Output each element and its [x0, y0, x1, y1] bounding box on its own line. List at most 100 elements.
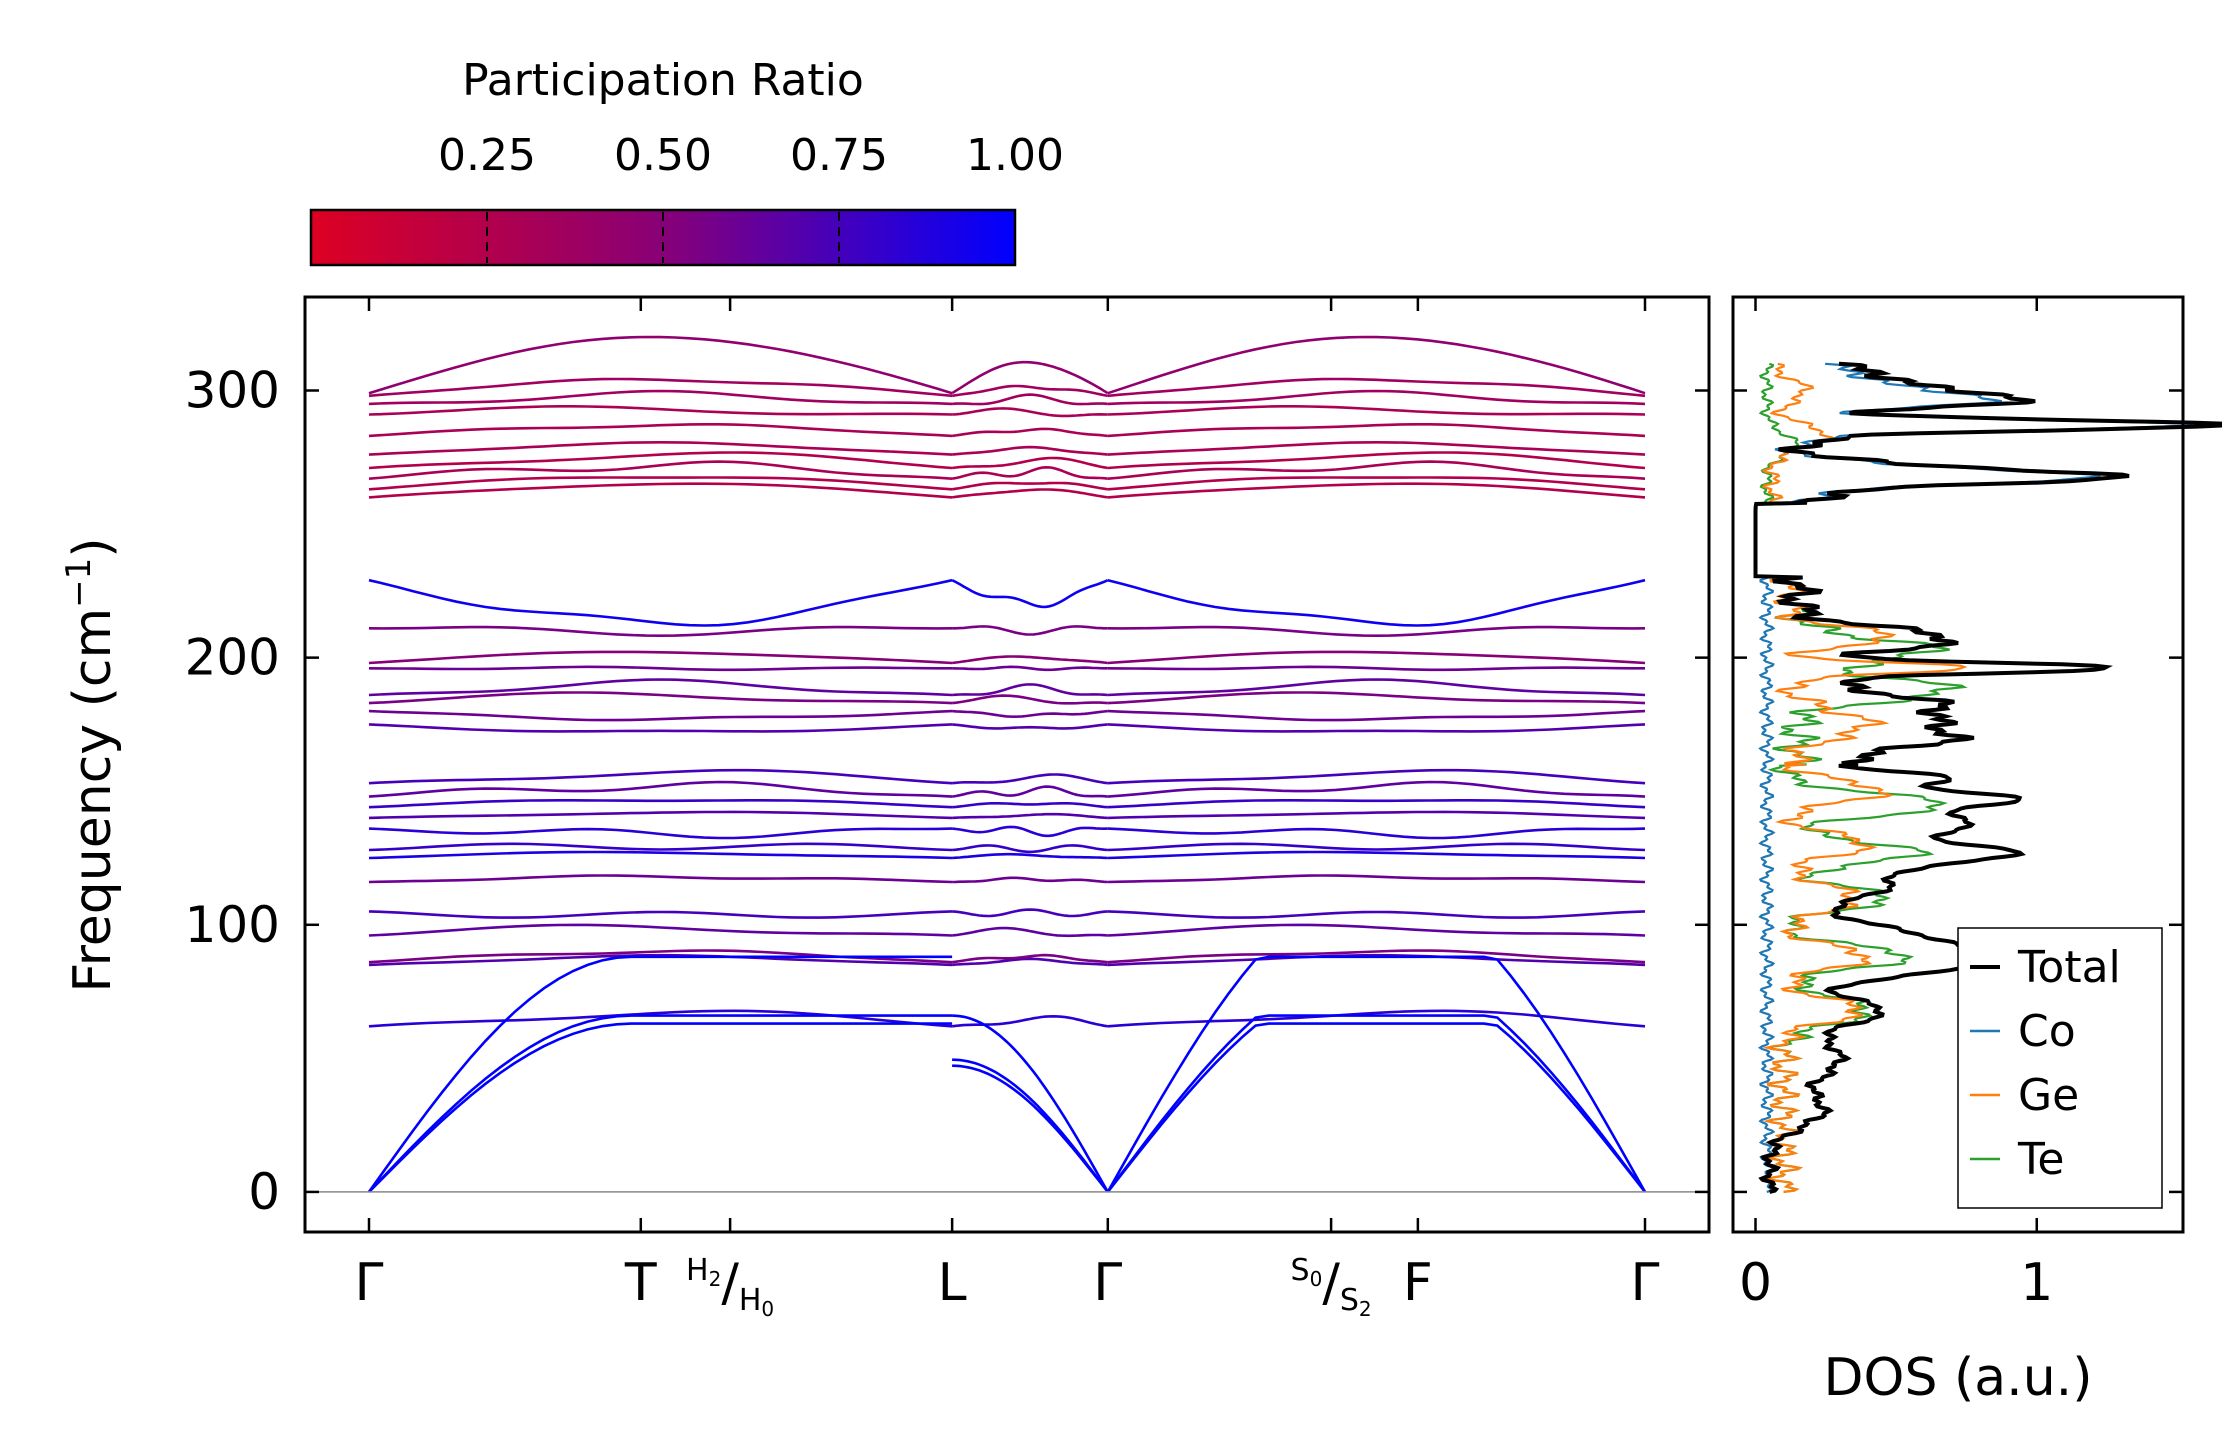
band-line: [368, 460, 953, 480]
y-axis-label-text: Frequency (cm: [63, 608, 123, 993]
band-line: [368, 810, 953, 820]
y-tick-label: 200: [185, 629, 280, 687]
band-line: [951, 488, 1108, 499]
band-line: [368, 953, 953, 967]
x-tick-label-part: S: [1340, 1283, 1359, 1318]
colorbar-tick-label: 1.00: [966, 130, 1064, 181]
x-tick-label-part: 2: [1359, 1297, 1372, 1321]
band-line: [952, 393, 1108, 406]
band-line: [1107, 691, 1646, 705]
band-line: [368, 578, 953, 627]
band-line: [368, 389, 953, 406]
y-tick-label: 300: [185, 362, 280, 420]
band-line: [951, 384, 1109, 398]
band-line: [1107, 335, 1646, 395]
y-axis-label-sup: −1: [59, 558, 99, 608]
dos-line-te: [1754, 362, 1968, 1193]
y-axis-label: Frequency (cm−1): [59, 537, 123, 992]
colorbar-tick-label: 0.50: [614, 130, 712, 181]
band-line: [368, 451, 953, 470]
legend: Total Co Ge Te: [1957, 927, 2163, 1209]
acoustic-branch: [952, 1058, 1109, 1193]
band-line: [952, 812, 1108, 820]
x-tick-label: Γ: [1093, 1253, 1122, 1313]
band-line: [951, 1014, 1108, 1028]
x-tick-label-slash: /: [1322, 1253, 1340, 1313]
x-tick-label: Γ: [355, 1253, 384, 1313]
band-line: [368, 780, 953, 798]
band-line: [1107, 460, 1646, 480]
dos-panel: 0 1 DOS (a.u.) Total Co Ge Te: [1731, 295, 2222, 1408]
band-line: [952, 908, 1108, 918]
band-line: [952, 876, 1108, 884]
legend-label: Co: [2018, 1006, 2076, 1057]
colorbar-label: Participation Ratio: [462, 55, 864, 106]
dos-line-total: [1753, 361, 2222, 1194]
band-line: [951, 957, 1108, 967]
y-tick-label: 0: [248, 1163, 280, 1221]
acoustic-branch: [1106, 955, 1647, 1193]
x-tick-label: L: [938, 1253, 967, 1313]
band-line: [1107, 678, 1646, 697]
band-line: [952, 665, 1108, 672]
x-tick-label-part: 0: [761, 1297, 774, 1321]
band-line: [1107, 723, 1646, 733]
band-line: [368, 625, 953, 638]
band-line: [951, 825, 1108, 838]
band-line: [951, 655, 1108, 665]
band-line: [951, 926, 1108, 938]
acoustic-branch: [367, 955, 953, 1193]
band-line: [1107, 377, 1646, 398]
x-tick-label-h: H2/H0: [686, 1253, 774, 1321]
band-line: [1107, 1009, 1646, 1028]
x-tick-label: Γ: [1631, 1253, 1660, 1313]
band-line: [368, 423, 953, 438]
band-line: [951, 579, 1109, 609]
band-line: [368, 923, 953, 937]
band-line: [1107, 910, 1646, 919]
band-line: [1107, 650, 1646, 665]
band-line: [952, 625, 1108, 636]
x-tick-label-part: 2: [709, 1267, 722, 1291]
band-line: [951, 456, 1109, 470]
band-line: [368, 723, 953, 733]
band-line: [368, 768, 953, 785]
band-line: [1107, 850, 1646, 860]
band-line: [1107, 953, 1646, 967]
colorbar-tick-label: 0.75: [790, 130, 888, 181]
band-line: [368, 691, 953, 705]
band-line: [1107, 810, 1646, 820]
acoustic-branch: [1106, 1022, 1647, 1193]
band-line: [1107, 423, 1646, 438]
legend-label: Te: [2017, 1134, 2064, 1185]
band-line: [951, 360, 1109, 395]
band-line: [952, 844, 1108, 854]
x-tick-label-part: 0: [1310, 1267, 1323, 1291]
band-line: [368, 874, 953, 884]
band-line: [951, 953, 1108, 964]
band-line: [1107, 578, 1646, 627]
band-line: [951, 694, 1108, 705]
acoustic-branch: [952, 1064, 1109, 1193]
band-line: [368, 1009, 953, 1028]
legend-box: [1957, 927, 2163, 1209]
band-line: [1107, 440, 1646, 456]
band-line: [1107, 874, 1646, 884]
band-line: [1107, 799, 1646, 809]
band-line: [1107, 780, 1646, 798]
band-line: [368, 842, 953, 852]
legend-label: Total: [2017, 942, 2121, 993]
x-tick-label: F: [1403, 1253, 1433, 1313]
band-line: [368, 827, 953, 840]
band-line: [952, 852, 1108, 860]
band-line: [951, 773, 1108, 785]
band-line: [368, 476, 953, 491]
band-line: [368, 377, 953, 398]
band-line: [1107, 389, 1646, 406]
band-line: [1107, 923, 1646, 937]
band-line: [1107, 451, 1646, 470]
dos-x-tick-label: 0: [1739, 1253, 1772, 1313]
band-line: [368, 335, 953, 395]
band-line: [952, 709, 1108, 719]
